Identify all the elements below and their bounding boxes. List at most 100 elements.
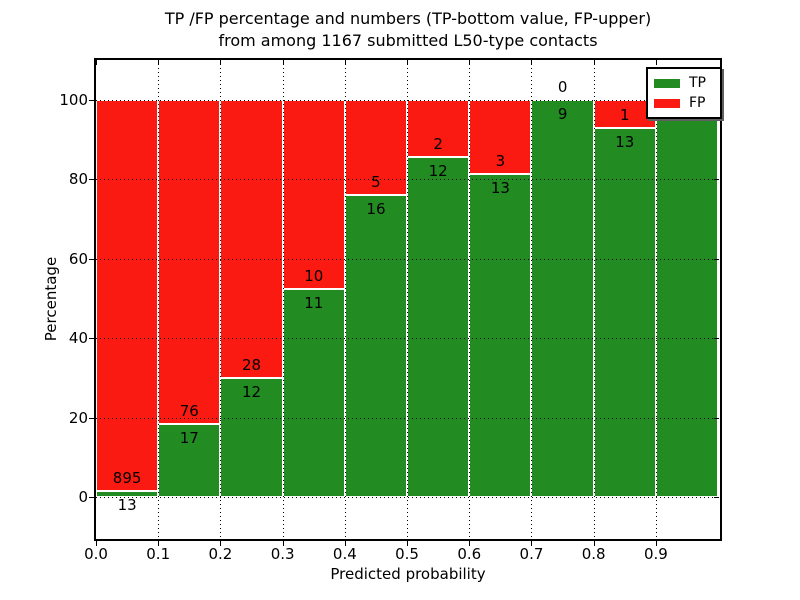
bar-segment-tp	[407, 156, 470, 497]
bar-label-tp: 12	[428, 161, 448, 180]
v-gridline	[469, 60, 471, 539]
v-gridline	[282, 60, 284, 539]
bar-segment-tp	[655, 100, 719, 497]
chart-title-line2: from among 1167 submitted L50-type conta…	[218, 31, 598, 50]
legend: TP FP	[646, 67, 722, 119]
legend-swatch-fp-icon	[654, 98, 680, 108]
x-tick-mark-top	[344, 60, 346, 65]
v-gridline	[655, 60, 657, 539]
x-tick-mark	[344, 541, 346, 546]
y-tick-label: 40	[68, 329, 88, 348]
bar-label-fp: 2	[433, 134, 443, 153]
v-gridline	[158, 60, 160, 539]
plot-area: 8951376172812101151621231309113031	[96, 60, 720, 539]
legend-label-fp: FP	[689, 95, 706, 111]
x-tick-mark-top	[282, 60, 284, 65]
bar-segment-fp	[158, 100, 221, 425]
x-tick-mark-top	[158, 60, 160, 65]
bar-segment-fp	[220, 100, 283, 378]
chart-title: TP /FP percentage and numbers (TP-bottom…	[96, 8, 720, 52]
x-tick-mark-top	[96, 60, 97, 65]
bar-label-fp: 10	[304, 267, 324, 286]
y-tick-mark-right	[714, 258, 719, 260]
x-tick-mark	[158, 541, 160, 546]
y-tick-mark	[89, 179, 94, 181]
bar-label-fp: 895	[112, 469, 142, 488]
y-tick-mark-right	[714, 179, 719, 181]
x-tick-label: 0.4	[332, 545, 357, 563]
bar-segment-tp	[531, 100, 594, 497]
x-tick-label: 0.9	[643, 545, 668, 563]
x-tick-mark	[469, 541, 471, 546]
legend-entry-fp: FP	[654, 93, 720, 113]
y-tick-label: 60	[68, 249, 88, 268]
y-tick-label: 80	[68, 170, 88, 189]
x-tick-mark	[96, 541, 97, 546]
bar-label-tp: 9	[557, 105, 568, 123]
y-tick-label: 100	[59, 91, 88, 109]
bar-label-tp: 13	[615, 133, 635, 152]
bar-segment-fp	[407, 100, 470, 157]
v-gridline	[531, 60, 533, 539]
x-tick-label: 0.1	[146, 545, 171, 563]
bar-segment-fp	[96, 100, 159, 492]
y-tick-mark	[89, 417, 94, 419]
legend-label-tp: TP	[689, 75, 706, 91]
y-tick-mark	[89, 100, 94, 101]
bar-segment-tp	[344, 194, 408, 497]
v-gridline	[220, 60, 222, 539]
x-tick-mark-top	[407, 60, 409, 65]
v-gridline	[407, 60, 409, 539]
bar-label-tp: 17	[179, 429, 199, 448]
bar-label-fp: 0	[557, 78, 568, 96]
x-tick-mark	[282, 541, 284, 546]
x-tick-label: 0.5	[395, 545, 419, 563]
x-tick-label: 0.0	[84, 545, 108, 563]
x-tick-label: 0.6	[457, 545, 482, 563]
bar-label-tp: 12	[241, 382, 262, 401]
y-tick-label: 20	[68, 408, 88, 427]
x-tick-mark	[407, 541, 409, 546]
bar-segment-tp	[469, 174, 532, 497]
y-tick-mark-right	[714, 338, 719, 340]
x-tick-mark-top	[593, 60, 595, 65]
x-tick-label: 0.3	[270, 545, 295, 563]
x-tick-mark	[593, 541, 595, 546]
chart-title-line1: TP /FP percentage and numbers (TP-bottom…	[164, 9, 652, 28]
bar-segment-fp	[282, 100, 345, 290]
bar-label-tp: 11	[304, 294, 324, 313]
bar-label-fp: 1	[620, 106, 630, 125]
bar-segment-tp	[158, 424, 221, 497]
x-tick-mark-top	[469, 60, 471, 65]
legend-swatch-tp-icon	[654, 78, 680, 88]
x-axis-label: Predicted probability	[330, 565, 486, 583]
bar-label-fp: 28	[241, 355, 262, 374]
y-tick-label: 0	[78, 488, 88, 506]
bar-label-fp: 76	[179, 402, 199, 421]
bar-label-tp: 16	[366, 199, 386, 218]
y-tick-mark	[89, 258, 94, 260]
x-tick-mark-top	[220, 60, 222, 65]
v-gridline	[593, 60, 595, 539]
y-tick-mark-right	[714, 417, 719, 419]
legend-entry-tp: TP	[654, 73, 720, 93]
x-tick-mark	[220, 541, 222, 546]
x-tick-mark-top	[655, 60, 657, 65]
x-tick-label: 0.8	[581, 545, 606, 563]
bar-label-tp: 13	[117, 496, 137, 515]
bar-segment-tp	[282, 289, 345, 497]
y-tick-mark	[89, 338, 94, 340]
x-tick-mark-top	[531, 60, 533, 65]
bar-label-fp: 3	[495, 152, 506, 171]
bar-label-tp: 13	[490, 179, 510, 198]
y-axis-label: Percentage	[42, 256, 60, 342]
x-tick-label: 0.7	[519, 545, 544, 563]
v-gridline	[344, 60, 346, 539]
x-tick-label: 0.2	[208, 545, 233, 563]
y-tick-mark-right	[714, 497, 719, 498]
x-tick-mark	[655, 541, 657, 546]
bar-segment-tp	[593, 128, 656, 497]
x-tick-mark	[531, 541, 533, 546]
bar-label-fp: 5	[371, 172, 381, 191]
